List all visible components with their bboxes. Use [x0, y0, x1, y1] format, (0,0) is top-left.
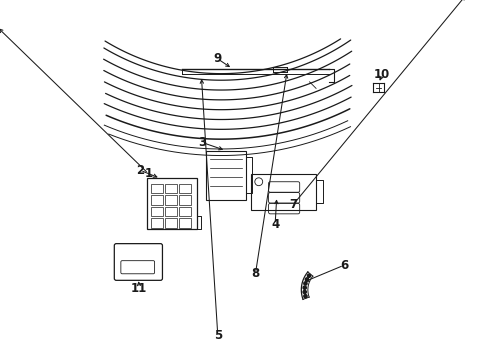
Circle shape — [303, 294, 306, 298]
Circle shape — [305, 278, 308, 281]
Text: 11: 11 — [131, 282, 147, 295]
Text: 6: 6 — [339, 259, 347, 272]
Text: 10: 10 — [373, 68, 389, 81]
Text: 7: 7 — [288, 198, 297, 211]
Text: 9: 9 — [213, 53, 222, 66]
Text: 1: 1 — [144, 167, 152, 180]
Text: 3: 3 — [198, 136, 206, 149]
Circle shape — [303, 286, 305, 289]
Circle shape — [307, 274, 310, 277]
Text: 5: 5 — [213, 329, 222, 342]
Circle shape — [303, 290, 305, 294]
Text: 8: 8 — [251, 267, 259, 280]
Text: 4: 4 — [270, 218, 279, 231]
Circle shape — [303, 282, 306, 285]
Text: 2: 2 — [136, 164, 144, 177]
